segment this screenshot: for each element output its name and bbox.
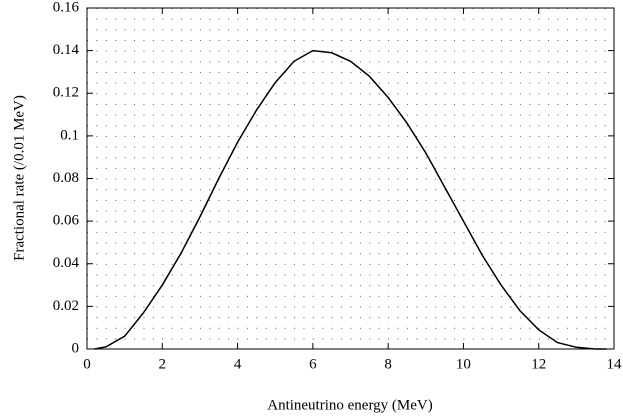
minor-grid	[87, 8, 614, 349]
y-tick-label: 0.12	[53, 85, 79, 101]
y-tick-label: 0.1	[60, 127, 79, 143]
y-axis-label: Fractional rate (/0.01 MeV)	[11, 95, 27, 261]
line	[94, 49, 607, 350]
x-tick-label: 8	[384, 356, 392, 372]
x-tick-label: 14	[607, 356, 623, 372]
x-tick-label: 12	[531, 356, 546, 372]
x-tick-label: 10	[456, 356, 471, 372]
x-tick-label: 0	[83, 356, 91, 372]
x-tick-label: 6	[309, 356, 317, 372]
y-tick-label: 0.08	[53, 170, 79, 186]
y-tick-label: 0.14	[53, 42, 80, 58]
y-tick-label: 0.06	[53, 213, 80, 229]
y-tick-label: 0	[72, 340, 80, 356]
x-axis-label: Antineutrino energy (MeV)	[267, 397, 433, 413]
y-tick-label: 0.04	[53, 255, 80, 271]
y-tick-label: 0.16	[53, 0, 80, 15]
x-tick-label: 4	[234, 356, 242, 372]
y-tick-label: 0.02	[53, 298, 79, 314]
x-tick-label: 2	[159, 356, 167, 372]
